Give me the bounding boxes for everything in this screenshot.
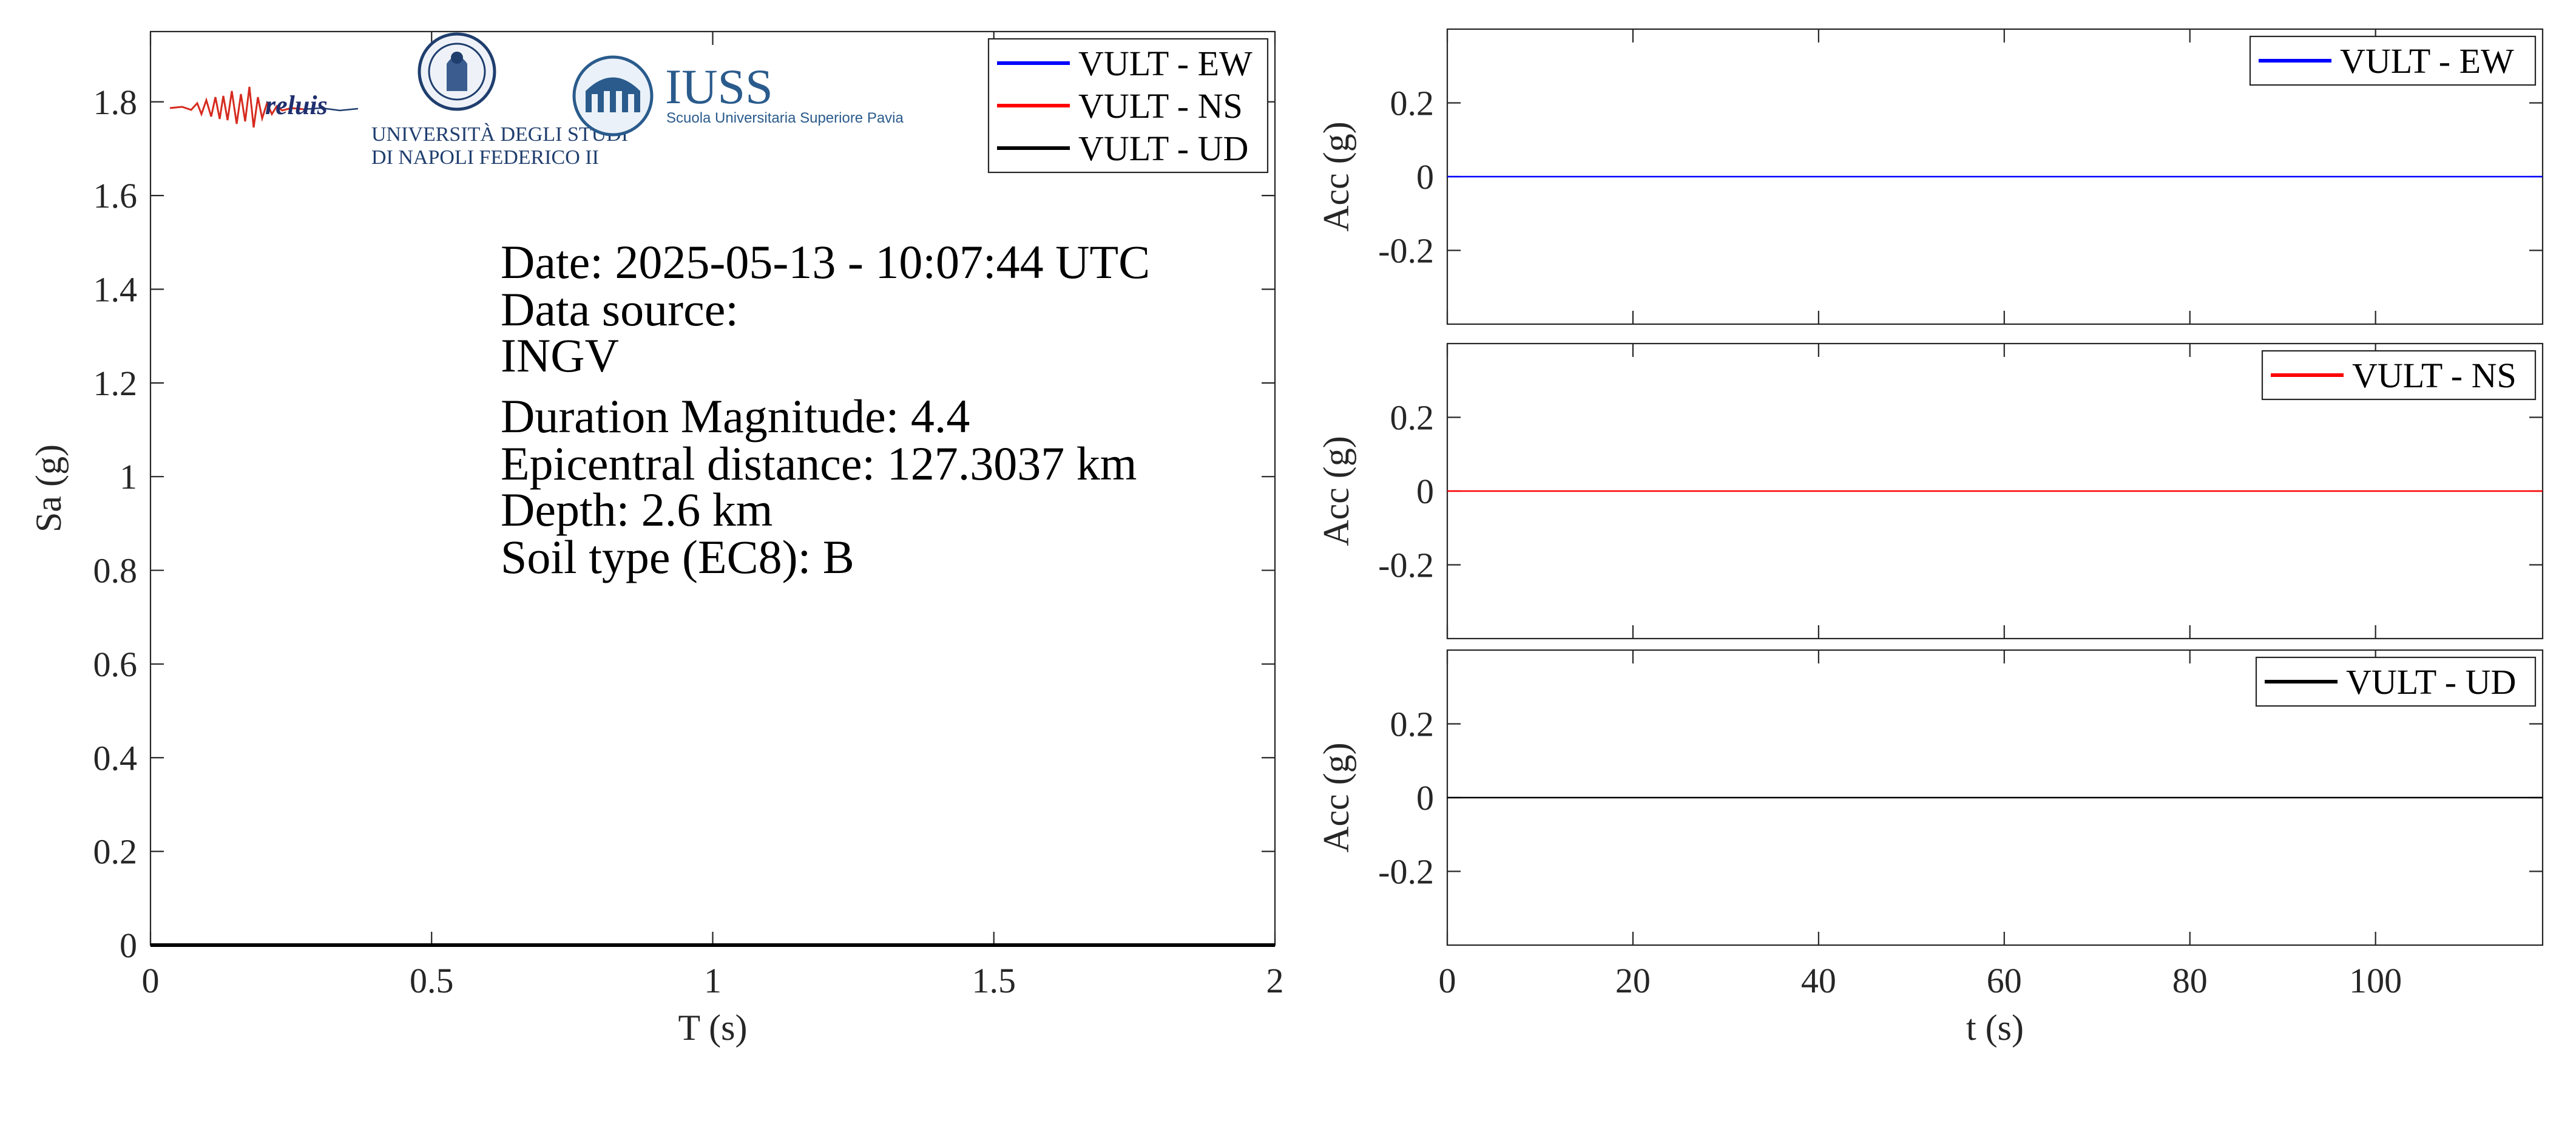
y-tick-label: 0 [120,926,137,965]
info-source-value: INGV [501,329,619,382]
legend: VULT - NS [2261,350,2537,401]
y-tick-label: 1.4 [93,270,138,309]
info-depth: Depth: 2.6 km [501,483,772,536]
reluis-seismogram-icon [169,86,304,128]
spectrum-chart: 0 0.2 0.4 0.6 0.8 1 1.2 1.4 1.6 1.8 0 0.5 1 1.5 2 T (s)… [29,30,1284,1048]
x-tick-label: 0 [1439,961,1456,1000]
y-tick-label: 0.2 [93,832,138,872]
y-tick-label: 0.8 [93,551,138,591]
x-tick-label: 0.5 [410,961,454,1000]
y-tick-label: 1.2 [93,364,138,403]
iuss-title: IUSS [665,59,773,114]
x-tick-label: 100 [2349,961,2402,1000]
event-info: Date: 2025-05-13 - 10:07:44 UTC Data sou… [501,236,1150,583]
y-tick-label: 0.4 [93,738,138,778]
y-tick-label: 0 [1416,157,1434,197]
y-tick-label: -0.2 [1378,231,1434,271]
x-tick-label: 80 [2172,961,2208,1000]
y-axis-title: Acc (g) [1316,121,1356,232]
y-tick-label: 0 [1416,472,1434,511]
reluis-logo: reluis [169,86,359,128]
info-magnitude: Duration Magnitude: 4.4 [501,390,970,443]
y-tick-label: 0.2 [1390,398,1435,438]
legend: VULT - UD [2255,656,2537,707]
reluis-trace-tail [303,107,359,112]
x-tick-label: 1.5 [972,961,1016,1000]
info-distance: Epicentral distance: 127.3037 km [501,437,1137,490]
x-tick-label: 20 [1615,961,1651,1000]
x-tick-label: 0 [142,961,160,1000]
y-axis-title: Sa (g) [29,444,69,532]
y-tick-label: 0.2 [1390,84,1435,123]
y-tick-label: 0.2 [1390,705,1435,744]
y-tick-label: 1.8 [93,83,138,122]
x-tick-label: 60 [1987,961,2022,1000]
x-tick-label: 1 [704,961,722,1000]
y-tick-label: 1.6 [93,176,138,215]
unina-name-line2: DI NAPOLI FEDERICO II [371,146,599,169]
x-axis-title: t (s) [1966,1008,2024,1048]
y-axis-title: Acc (g) [1316,436,1356,546]
iuss-subtitle: Scuola Universitaria Superiore Pavia [666,110,904,126]
y-tick-label: 1 [120,457,137,497]
legend-label: VULT - EW [2340,41,2514,81]
legend-label: VULT - NS [2352,356,2517,395]
legend-label: VULT - UD [2346,662,2516,702]
iuss-logo: IUSS Scuola Universitaria Superiore Pavi… [572,55,904,137]
x-axis-title: T (s) [678,1008,748,1048]
legend-label: VULT - NS [1078,86,1243,126]
legend: VULT - EW [2249,35,2537,86]
reluis-wordmark: reluis [265,90,328,120]
ud-acc-chart: -0.2 0 0.2 0 20 40 60 80 100 t (s) Acc (g) VULT - U… [1316,649,2544,1048]
y-axis-title: Acc (g) [1316,742,1356,853]
info-date: Date: 2025-05-13 - 10:07:44 UTC [501,236,1150,288]
info-source-label: Data source: [501,283,739,336]
legend-label: VULT - UD [1078,129,1248,168]
x-tick-label: 40 [1801,961,1836,1000]
x-tick-label: 2 [1266,961,1284,1000]
y-tick-label: -0.2 [1378,546,1434,585]
ew-acc-chart: -0.2 0 0.2 Acc (g) VULT - EW [1316,28,2544,325]
legend-label: VULT - EW [1078,44,1253,83]
y-tick-label: -0.2 [1378,852,1434,892]
unina-name-line1: UNIVERSITÀ DEGLI STUDI [371,123,628,146]
unina-logo: UNIVERSITÀ DEGLI STUDI DI NAPOLI FEDERIC… [371,32,628,169]
y-tick-label: 0.6 [93,645,138,684]
ns-acc-chart: -0.2 0 0.2 Acc (g) VULT - NS [1316,342,2544,640]
y-tick-label: 0 [1416,778,1434,818]
info-soil: Soil type (EC8): B [501,531,854,583]
